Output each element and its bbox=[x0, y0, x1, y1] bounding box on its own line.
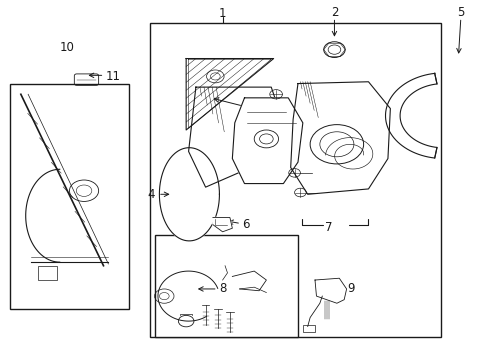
Text: 7: 7 bbox=[324, 221, 331, 234]
Text: 6: 6 bbox=[242, 218, 249, 231]
Polygon shape bbox=[290, 82, 389, 194]
Text: 3: 3 bbox=[246, 102, 254, 115]
Bar bbox=[154, 235, 297, 337]
Text: 5: 5 bbox=[456, 6, 464, 19]
Polygon shape bbox=[188, 87, 281, 187]
Text: 10: 10 bbox=[60, 41, 74, 54]
Bar bbox=[38, 266, 57, 280]
Polygon shape bbox=[314, 278, 346, 303]
Text: 8: 8 bbox=[219, 283, 226, 296]
Text: 4: 4 bbox=[147, 188, 155, 201]
Polygon shape bbox=[159, 148, 219, 241]
Polygon shape bbox=[385, 73, 436, 158]
Bar bbox=[302, 325, 314, 332]
Bar bbox=[149, 23, 441, 337]
Polygon shape bbox=[212, 217, 232, 232]
Polygon shape bbox=[232, 98, 302, 184]
Text: 2: 2 bbox=[330, 6, 338, 19]
Bar bbox=[10, 84, 129, 309]
Text: 1: 1 bbox=[219, 8, 226, 21]
Polygon shape bbox=[186, 59, 273, 130]
Text: 11: 11 bbox=[106, 70, 121, 83]
Text: 9: 9 bbox=[347, 283, 354, 296]
